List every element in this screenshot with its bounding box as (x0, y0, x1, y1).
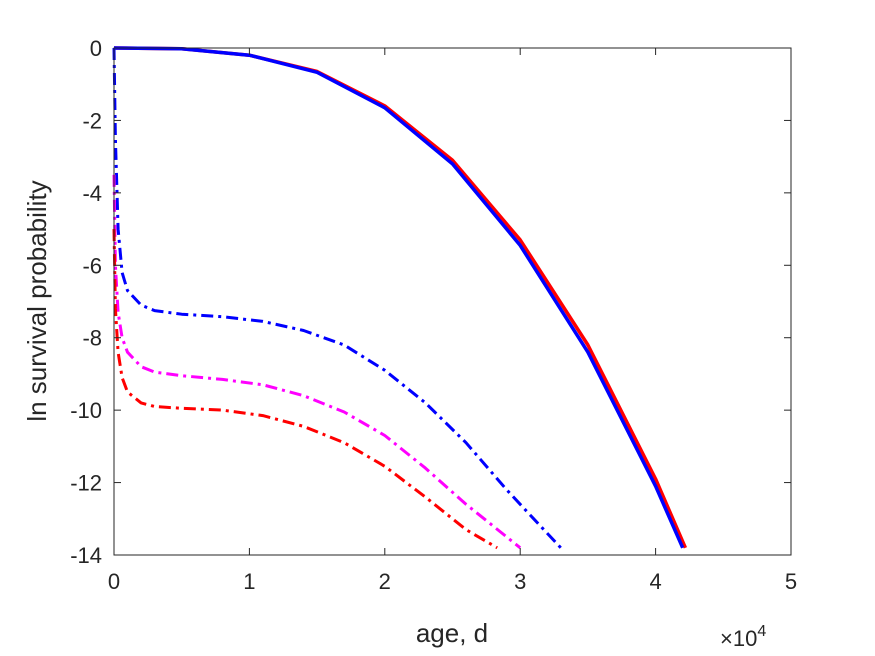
series-layer (112, 46, 688, 550)
plot-frame (113, 47, 792, 556)
y-tick-label: -10 (70, 398, 102, 423)
series-line-5 (112, 229, 498, 550)
y-axis: 0 -2 -4 -6 -8 -10 -12 -14 (70, 36, 791, 568)
x-axis-label: age, d (416, 618, 488, 648)
x-tick-label: 5 (785, 569, 797, 594)
x-tick-label: 3 (514, 569, 526, 594)
x-axis: 0 1 2 3 4 5 (108, 48, 797, 594)
plot-background (114, 48, 791, 555)
x-tick-label: 0 (108, 569, 120, 594)
y-tick-label: -2 (82, 108, 102, 133)
x-tick-label: 4 (649, 569, 661, 594)
x-tick-label: 1 (243, 569, 255, 594)
x-axis-exponent: ×104 (720, 623, 766, 651)
y-tick-label: -8 (82, 326, 102, 351)
x-tick-label: 2 (379, 569, 391, 594)
y-tick-label: 0 (90, 36, 102, 61)
x-axis-exponent-base: ×10 (720, 626, 757, 651)
series-line-3 (112, 47, 562, 549)
series-line-2 (113, 46, 685, 549)
y-tick-label: -6 (82, 253, 102, 278)
y-tick-label: -12 (70, 471, 102, 496)
series-line-4 (112, 174, 522, 549)
x-axis-exponent-power: 4 (757, 623, 766, 640)
y-tick-label: -4 (82, 181, 102, 206)
y-tick-label: -14 (70, 543, 102, 568)
y-axis-label: ln survival probability (22, 180, 52, 421)
